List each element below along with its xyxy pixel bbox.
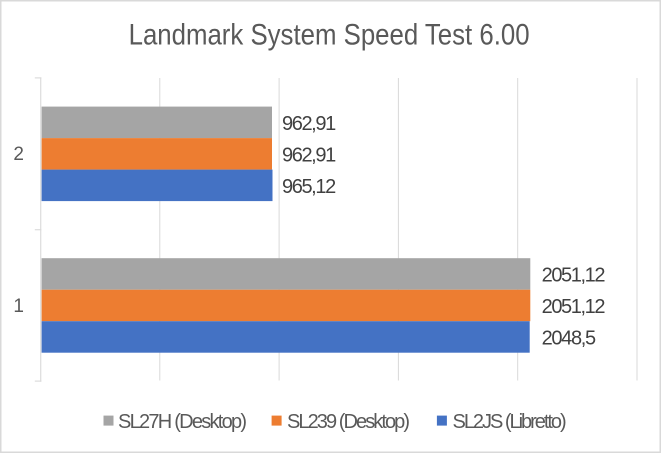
- svg-text:962,91: 962,91: [282, 145, 336, 167]
- svg-text:1: 1: [13, 296, 24, 317]
- svg-text:SL2JS (Libretto): SL2JS (Libretto): [453, 411, 567, 433]
- svg-text:965,12: 965,12: [282, 176, 336, 198]
- svg-text:Landmark System Speed Test 6.0: Landmark System Speed Test 6.00: [129, 19, 530, 52]
- svg-text:2048,5: 2048,5: [542, 328, 597, 350]
- svg-text:2051,12: 2051,12: [542, 296, 606, 318]
- svg-text:2: 2: [13, 144, 24, 165]
- svg-text:SL27H (Desktop): SL27H (Desktop): [118, 411, 247, 433]
- svg-text:962,91: 962,91: [282, 113, 336, 135]
- svg-text:2051,12: 2051,12: [542, 265, 606, 287]
- svg-text:SL239 (Desktop): SL239 (Desktop): [287, 411, 410, 433]
